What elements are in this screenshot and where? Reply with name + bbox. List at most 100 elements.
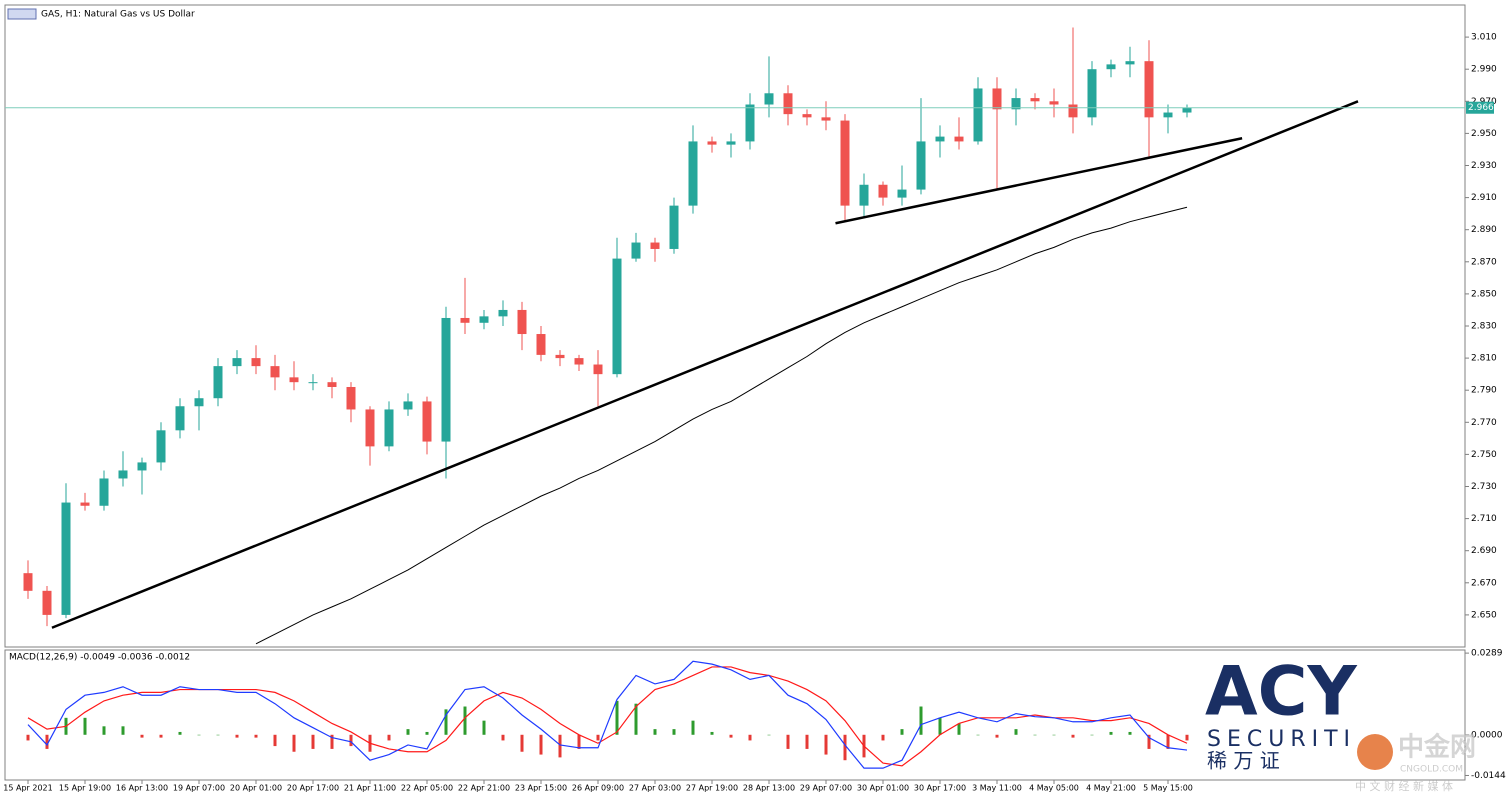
candle-body <box>973 88 983 142</box>
candle-body <box>232 358 242 367</box>
macd-histogram-bar <box>1071 734 1075 738</box>
x-tick-label: 28 Apr 13:00 <box>743 784 795 793</box>
cngold-tag: 中 文 财 经 新 媒 体 <box>1355 779 1453 793</box>
symbol-icon <box>7 8 37 20</box>
macd-histogram-bar <box>634 703 638 735</box>
macd-histogram-bar <box>596 734 600 741</box>
trendline <box>835 136 1243 225</box>
candle-body <box>859 184 869 206</box>
candle-body <box>669 205 679 249</box>
macd-histogram-bar <box>444 709 448 735</box>
macd-histogram-bar <box>1166 734 1170 749</box>
x-tick-label: 26 Apr 09:00 <box>572 784 624 793</box>
candle-body <box>1087 69 1097 118</box>
x-tick-label: 15 Apr 19:00 <box>59 784 111 793</box>
macd-histogram-bar <box>805 734 809 749</box>
logo-text: ACY <box>1205 653 1358 732</box>
x-tick-label: 4 May 21:00 <box>1086 784 1136 793</box>
x-tick-label: 30 Apr 17:00 <box>914 784 966 793</box>
macd-histogram-bar <box>501 734 505 741</box>
x-tick-label: 19 Apr 07:00 <box>173 784 225 793</box>
macd-histogram-bar <box>691 720 695 735</box>
candle-body <box>650 242 660 249</box>
macd-histogram-bar <box>311 734 315 749</box>
macd-histogram-bar <box>558 734 562 758</box>
x-tick-label: 4 May 05:00 <box>1029 784 1079 793</box>
macd-histogram-bar <box>824 734 828 755</box>
cngold-watermark: 中金网 CNGOLD.COM 中 文 财 经 新 媒 体 <box>1355 732 1476 794</box>
candle-body <box>954 136 964 142</box>
macd-histogram-bar <box>539 734 543 755</box>
y-tick-label: 2.910 <box>1471 193 1497 203</box>
x-tick-label: 16 Apr 13:00 <box>116 784 168 793</box>
candle-body <box>1163 112 1173 118</box>
macd-histogram-bar <box>83 717 87 735</box>
candle-body <box>251 358 261 367</box>
candle-body <box>840 120 850 206</box>
x-tick-label: 22 Apr 05:00 <box>401 784 453 793</box>
macd-histogram-bar <box>482 720 486 735</box>
macd-histogram-bar <box>843 734 847 761</box>
macd-line <box>27 660 1188 769</box>
x-tick-label: 5 May 15:00 <box>1143 784 1193 793</box>
y-tick-label: 2.830 <box>1471 322 1497 332</box>
candle-body <box>175 406 185 431</box>
macd-histogram-bar <box>957 723 961 735</box>
candle-body <box>346 386 356 410</box>
candle-body <box>23 573 33 591</box>
candle-body <box>1030 98 1040 102</box>
candle-body <box>441 317 451 442</box>
y-tick-label: 2.750 <box>1471 450 1497 460</box>
x-tick-label: 22 Apr 21:00 <box>458 784 510 793</box>
macd-histogram-bar <box>995 734 999 738</box>
macd-histogram-bar <box>406 729 410 735</box>
macd-histogram-bar <box>710 731 714 735</box>
candle-body <box>764 93 774 105</box>
x-tick-label: 20 Apr 01:00 <box>230 784 282 793</box>
current-price-label: 2.966 <box>1468 103 1494 113</box>
x-tick-label: 15 Apr 2021 <box>3 784 52 793</box>
macd-histogram-bar <box>1147 734 1151 749</box>
y-tick-label: 2.990 <box>1471 65 1497 75</box>
macd-histogram-bar <box>45 734 49 749</box>
y-tick-label: 2.810 <box>1471 354 1497 364</box>
macd-histogram-bar <box>254 734 258 738</box>
macd-histogram-bar <box>1109 731 1113 735</box>
candle-body <box>802 114 812 118</box>
chart-title: GAS, H1: Natural Gas vs US Dollar <box>41 10 195 20</box>
macd-plot <box>26 660 1189 769</box>
candle-body <box>745 104 755 142</box>
macd-histogram-bar <box>729 734 733 738</box>
logo-chinese: 稀 万 证 <box>1207 749 1280 773</box>
candle-body <box>61 502 71 615</box>
macd-histogram-bar <box>140 734 144 738</box>
trendline <box>51 100 1359 629</box>
y-tick-label: 0.0000 <box>1471 730 1503 740</box>
macd-histogram-bar <box>767 734 771 736</box>
macd-histogram-bar <box>425 731 429 735</box>
x-tick-label: 3 May 11:00 <box>972 784 1022 793</box>
x-tick-label: 29 Apr 07:00 <box>800 784 852 793</box>
x-tick-label: 27 Apr 19:00 <box>686 784 738 793</box>
y-tick-label: 2.930 <box>1471 161 1497 171</box>
y-tick-label: 2.690 <box>1471 546 1497 556</box>
macd-histogram-bar <box>387 734 391 741</box>
y-tick-label: 2.790 <box>1471 386 1497 396</box>
macd-histogram-bar <box>748 734 752 741</box>
candle-body <box>726 141 736 145</box>
candle-body <box>878 184 888 198</box>
macd-histogram-bar <box>976 734 980 736</box>
macd-histogram-bar <box>919 706 923 735</box>
y-tick-label: 2.710 <box>1471 514 1497 524</box>
price-plot <box>23 27 1359 645</box>
candle-body <box>1106 64 1116 70</box>
candle-body <box>916 141 926 190</box>
macd-histogram-bar <box>900 729 904 735</box>
candle-body <box>213 366 223 399</box>
candle-body <box>289 377 299 383</box>
candle-body <box>365 409 375 447</box>
candle-body <box>308 382 318 384</box>
macd-histogram-bar <box>1128 731 1132 735</box>
cngold-url: CNGOLD.COM <box>1400 765 1463 775</box>
candle-body <box>593 364 603 375</box>
